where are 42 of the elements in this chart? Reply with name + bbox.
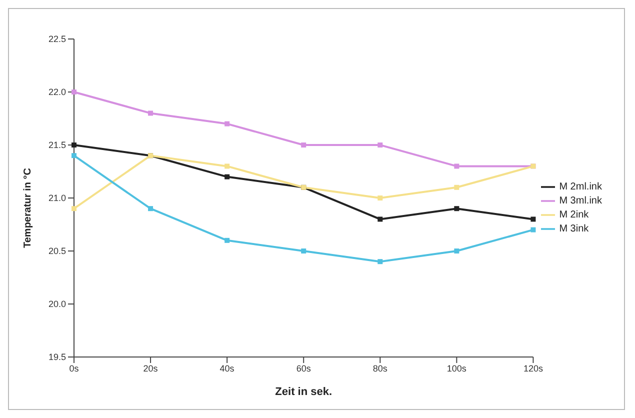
point xyxy=(301,248,306,254)
x-axis-title: Zeit in sek. xyxy=(275,386,332,398)
point xyxy=(224,164,230,169)
y-tick-label: 21.5 xyxy=(48,140,66,150)
x-tick-label: 0s xyxy=(69,363,80,374)
x-tick-label: 20s xyxy=(143,363,158,374)
legend-label: M 3ml.ink xyxy=(559,196,602,207)
y-tick-label: 21.0 xyxy=(48,193,66,204)
point xyxy=(224,174,230,180)
y-tick-label: 20.5 xyxy=(48,246,66,256)
y-tick-label: 22.5 xyxy=(48,34,66,44)
point xyxy=(454,184,460,190)
point xyxy=(148,110,154,116)
point xyxy=(454,164,460,169)
x-tick-label: 100s xyxy=(446,363,467,374)
point xyxy=(378,216,383,222)
point xyxy=(454,248,460,254)
point xyxy=(378,196,383,200)
legend-label: M 3ink xyxy=(559,224,589,235)
point xyxy=(224,238,230,243)
point xyxy=(72,153,76,158)
x-tick-label: 60s xyxy=(296,363,312,374)
x-tick-label: 40s xyxy=(220,363,235,374)
point xyxy=(72,206,76,212)
y-tick-label: 20.0 xyxy=(48,299,66,310)
point xyxy=(72,90,76,94)
point xyxy=(378,259,383,264)
point xyxy=(72,142,76,148)
point xyxy=(301,142,306,148)
legend-label: M 2ml.ink xyxy=(559,182,602,193)
y-tick-label: 19.5 xyxy=(48,352,66,362)
x-tick-label: 80s xyxy=(372,363,388,374)
point xyxy=(378,142,383,148)
point xyxy=(224,121,230,126)
point xyxy=(148,206,154,212)
y-axis-title: Temperatur in °C xyxy=(22,168,34,248)
point xyxy=(530,227,536,232)
x-tick-label: 120s xyxy=(523,363,544,374)
point xyxy=(530,216,536,222)
point xyxy=(454,206,460,212)
legend-label: M 2ink xyxy=(559,210,589,221)
y-tick-label: 22.0 xyxy=(48,87,66,98)
